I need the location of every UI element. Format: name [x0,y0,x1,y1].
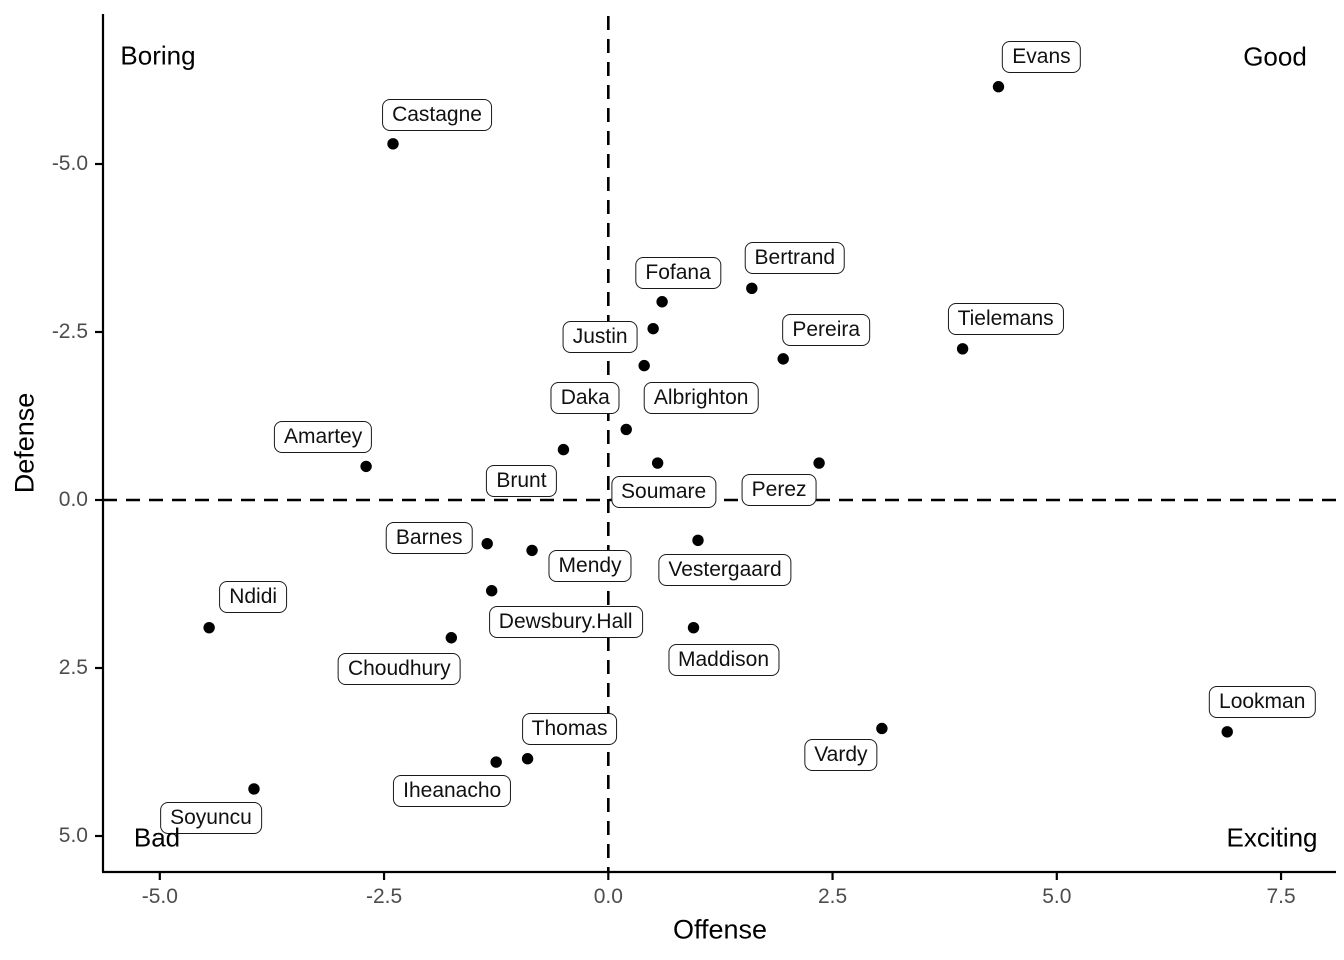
player-label: Thomas [521,712,618,745]
data-point [687,621,700,634]
data-point [992,81,1005,93]
y-tick-label: 5.0 [58,824,88,847]
quadrant-label-bottom-right: Exciting [1226,822,1318,853]
data-point [248,783,260,795]
y-tick-label: 2.5 [58,656,88,679]
data-point [481,537,493,550]
player-label: Perez [741,474,817,507]
data-point [876,722,888,735]
data-point [651,457,664,469]
data-point [956,343,969,355]
y-tick-label: -2.5 [51,320,88,343]
x-tick-label: 0.0 [593,885,623,908]
data-point [387,138,399,150]
x-tick-label: -5.0 [141,885,178,908]
quadrant-label-bottom-left: Bad [133,822,181,853]
data-point [656,296,668,308]
player-label: Vardy [804,739,878,772]
data-point [445,632,458,644]
data-point [638,359,650,372]
y-tick-label: 0.0 [58,488,88,511]
player-label: Ndidi [219,580,288,613]
player-label: Iheanacho [393,775,512,808]
player-label: Albrighton [643,381,759,414]
data-point [485,585,498,597]
data-point [777,353,789,365]
quadrant-label-top-left: Boring [120,40,196,71]
player-label: Maddison [667,643,780,676]
player-label: Justin [562,320,638,353]
player-label: Amartey [274,421,373,454]
player-label: Soumare [611,476,717,509]
player-label: Barnes [385,521,473,554]
y-axis-title: Defense [9,392,40,494]
data-point [203,621,215,634]
player-label: Fofana [635,256,721,289]
data-point [557,443,570,456]
data-point [360,460,372,473]
data-point [526,544,538,557]
player-label: Vestergaard [658,554,792,587]
x-tick-label: -2.5 [365,885,403,908]
data-point [647,322,659,335]
player-label: Evans [1002,40,1081,73]
data-point [521,753,534,765]
player-label: Lookman [1209,685,1316,718]
x-tick-label: 5.0 [1042,885,1072,908]
player-label: Mendy [548,550,632,583]
x-tick-label: 7.5 [1266,885,1296,908]
player-label: Dewsbury.Hall [488,605,643,638]
x-tick-label: 2.5 [817,885,848,908]
quadrant-label-top-right: Good [1243,41,1307,72]
player-label: Choudhury [337,652,461,685]
data-point [746,282,758,295]
x-axis-title: Offense [672,914,768,945]
y-tick-label: -5.0 [51,152,88,175]
data-point [620,423,632,436]
player-label: Brunt [486,464,557,497]
player-label: Daka [550,382,620,415]
player-label: Pereira [782,313,871,346]
data-point [490,756,502,768]
player-label: Soyuncu [160,801,262,834]
data-point [692,534,704,547]
data-point [1221,726,1233,738]
data-point [813,457,825,469]
player-label: Tielemans [947,302,1064,335]
player-label: Castagne [382,98,492,131]
player-label: Bertrand [744,242,846,275]
